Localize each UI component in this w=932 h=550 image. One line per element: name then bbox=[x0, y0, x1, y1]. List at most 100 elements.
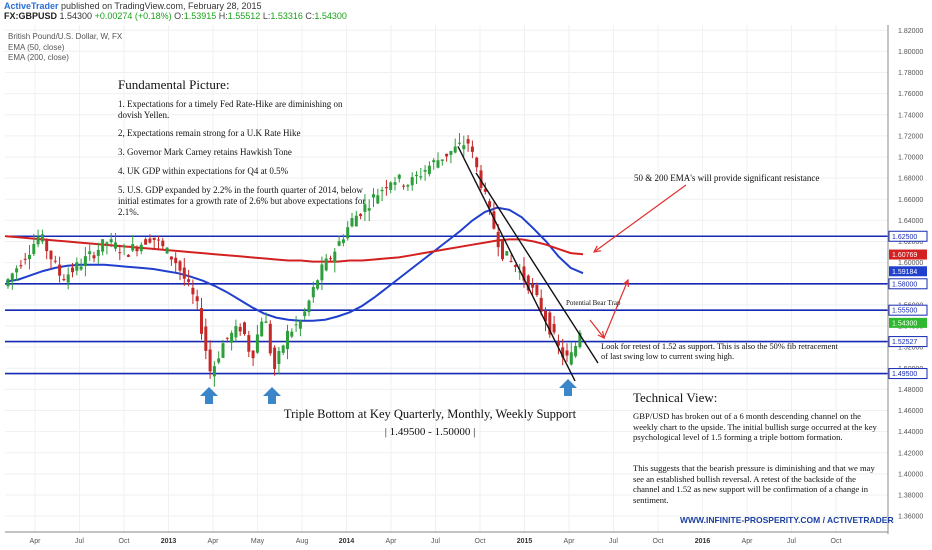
author-name[interactable]: ActiveTrader bbox=[4, 1, 59, 11]
candle-body bbox=[470, 146, 474, 152]
candle-body bbox=[260, 321, 264, 337]
price-tick-label: 1.82000 bbox=[898, 28, 923, 35]
level-tag bbox=[888, 278, 928, 290]
level-tag-label: 1.52527 bbox=[892, 339, 917, 346]
time-tick-label: Oct bbox=[831, 538, 842, 545]
candle-body bbox=[62, 278, 66, 281]
triple-bottom-arrow-3 bbox=[559, 379, 577, 396]
candle-body bbox=[169, 256, 173, 260]
candle-body bbox=[427, 165, 431, 175]
candle-body bbox=[195, 296, 199, 302]
candle-body bbox=[139, 244, 143, 252]
candle-body bbox=[234, 325, 238, 338]
candle-body bbox=[329, 258, 332, 260]
candle-body bbox=[346, 227, 350, 239]
time-tick-label: Jul bbox=[609, 538, 618, 545]
candle-body bbox=[243, 322, 246, 335]
triple-bottom-note: Triple Bottom at Key Quarterly, Monthly,… bbox=[270, 405, 590, 441]
candle-body bbox=[303, 311, 307, 317]
time-tick-label: Oct bbox=[475, 538, 486, 545]
fundamental-item-5: 5. U.S. GDP expanded by 2.2% in the four… bbox=[118, 185, 366, 217]
candle-body bbox=[389, 182, 393, 190]
price-tick-label: 1.62000 bbox=[898, 239, 923, 246]
price-tick-label: 1.44000 bbox=[898, 429, 923, 436]
price-tag-label: 1.60769 bbox=[892, 252, 917, 259]
candle-body bbox=[341, 239, 345, 244]
candle-body bbox=[255, 334, 259, 353]
candle-body bbox=[298, 320, 302, 329]
candle-body bbox=[135, 248, 139, 252]
candle-body bbox=[423, 169, 427, 172]
fundamental-item-4: 4. UK GDP within expectations for Q4 at … bbox=[118, 166, 289, 176]
level-tag bbox=[888, 368, 928, 380]
price-tick-label: 1.80000 bbox=[898, 49, 923, 56]
open-value: 1.53915 bbox=[183, 11, 217, 21]
level-tag-label: 1.58000 bbox=[892, 281, 917, 288]
candle-body bbox=[200, 308, 203, 334]
candle-body bbox=[569, 352, 573, 365]
candle-body bbox=[397, 174, 401, 179]
candle-body bbox=[548, 312, 552, 335]
candle-body bbox=[122, 246, 126, 248]
breakout-arrow bbox=[603, 279, 629, 339]
candle-body bbox=[230, 332, 234, 343]
bear-trap-label: Potential Bear Trap bbox=[566, 299, 621, 307]
time-tick-label: Oct bbox=[653, 538, 664, 545]
candle-body bbox=[492, 211, 496, 229]
candle-body bbox=[574, 346, 578, 357]
candle-body bbox=[118, 252, 122, 254]
candle-body bbox=[440, 159, 444, 161]
candle-body bbox=[505, 251, 509, 256]
candle-body bbox=[419, 176, 423, 178]
time-axis: Apr Jul Oct 2013 Apr May Aug 2014 Apr Jul Oct 2015 A… bbox=[5, 531, 888, 545]
candle-body bbox=[182, 267, 186, 279]
candle-body bbox=[316, 280, 320, 289]
ema-resistance-note: 50 & 200 EMA's will provide significant … bbox=[634, 173, 820, 183]
candle-body bbox=[126, 254, 130, 257]
triple-bottom-arrow-1 bbox=[200, 387, 218, 404]
candle-body bbox=[277, 350, 281, 364]
symbol[interactable]: FX:GBPUSD bbox=[4, 11, 58, 21]
high-label: H: bbox=[218, 11, 228, 21]
level-tag bbox=[888, 336, 928, 348]
level-tag-label: 1.49500 bbox=[892, 371, 917, 378]
candle-body bbox=[372, 194, 375, 198]
price-tick-label: 1.72000 bbox=[898, 133, 923, 140]
candle-body bbox=[436, 160, 440, 168]
resistance-arrow-head bbox=[592, 245, 601, 253]
candle-body bbox=[432, 160, 436, 163]
candle-body bbox=[544, 310, 547, 322]
price-tag-label: 1.54300 bbox=[892, 320, 917, 327]
candle-body bbox=[578, 332, 582, 348]
price-tag bbox=[889, 317, 927, 328]
level-tag-label: 1.62500 bbox=[892, 234, 917, 241]
candle-body bbox=[178, 261, 182, 271]
time-tick-label: Jul bbox=[787, 538, 796, 545]
candle-body bbox=[539, 297, 543, 312]
legend-ema50[interactable]: EMA (50, close) bbox=[8, 43, 65, 52]
candle-body bbox=[561, 347, 565, 358]
candle-body bbox=[281, 345, 285, 353]
footer-url[interactable]: WWW.INFINITE-PROSPERITY.COM / ACTIVETRAD… bbox=[680, 515, 894, 525]
candle-body bbox=[225, 337, 229, 339]
open-label: O: bbox=[174, 11, 184, 21]
candle-body bbox=[501, 239, 504, 260]
price-change: +0.00274 (+0.18%) bbox=[94, 11, 172, 21]
triple-bottom-line-1: Triple Bottom at Key Quarterly, Monthly,… bbox=[283, 407, 577, 421]
legend-ema200[interactable]: EMA (200, close) bbox=[8, 53, 69, 62]
candle-body bbox=[191, 287, 195, 295]
published-text: published on TradingView.com, February 2… bbox=[61, 1, 262, 11]
candle-body bbox=[307, 300, 311, 313]
channel-upper-line bbox=[475, 172, 599, 364]
close-label: C: bbox=[305, 11, 315, 21]
candle-body bbox=[522, 266, 526, 281]
candle-body bbox=[518, 271, 522, 273]
fundamental-title: Fundamental Picture: bbox=[118, 77, 230, 92]
time-tick-label: Apr bbox=[386, 538, 398, 545]
candle-body bbox=[273, 347, 277, 369]
candle-body bbox=[40, 234, 44, 242]
publish-line: ActiveTrader published on TradingView.co… bbox=[4, 1, 262, 11]
candle-body bbox=[15, 268, 19, 273]
